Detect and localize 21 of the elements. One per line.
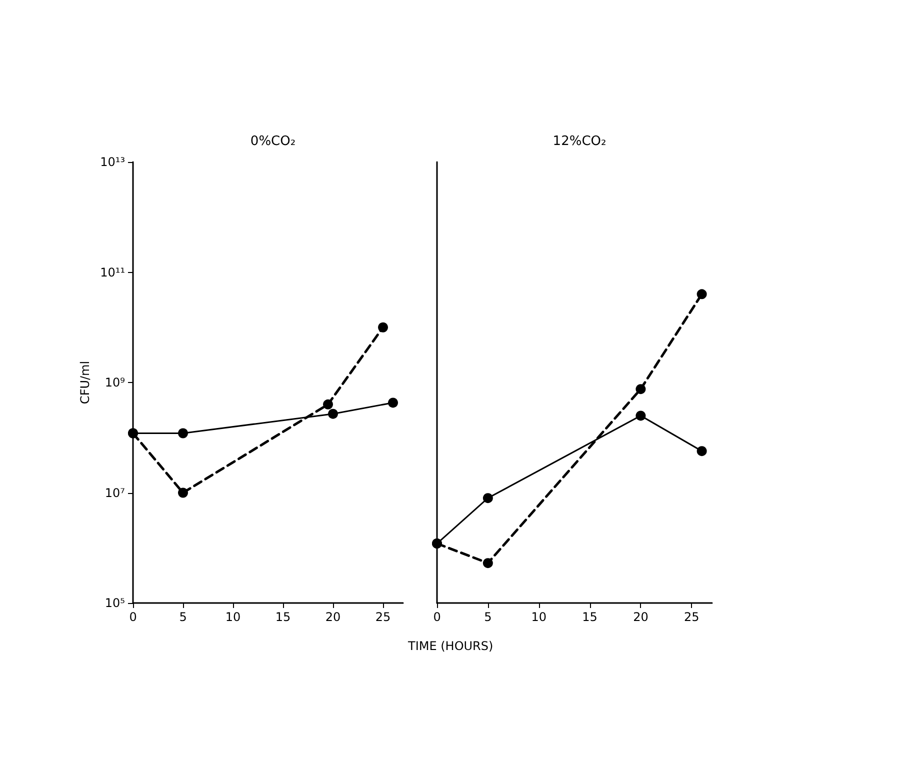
chart-title: 0%CO₂ (250, 134, 296, 149)
x-tick-label: 10 (531, 610, 546, 624)
x-tick-label: 25 (375, 610, 391, 624)
x-tick-label: 0 (129, 610, 137, 624)
x-tick-label: 25 (684, 610, 700, 624)
x-tick-label: 20 (325, 610, 341, 624)
y-tick-label: 10¹³ (100, 155, 126, 169)
x-tick-label: 15 (582, 610, 598, 624)
x-tick-label: 15 (275, 610, 291, 624)
x-axis-title: TIME (HOURS) (407, 639, 494, 653)
x-tick-label: 20 (633, 610, 648, 624)
y-tick-label: 10⁷ (104, 486, 126, 500)
x-tick-label: 5 (179, 610, 187, 624)
x-tick-label: 0 (433, 610, 441, 624)
y-axis-title: CFU/ml (78, 360, 92, 404)
x-tick-label: 5 (484, 610, 492, 624)
chart-title: 12%CO₂ (552, 134, 606, 149)
y-tick-label: 10⁹ (104, 376, 126, 390)
x-tick-label: 10 (225, 610, 241, 624)
y-tick-label: 10¹¹ (100, 265, 126, 280)
y-tick-label: 10⁵ (104, 596, 126, 610)
